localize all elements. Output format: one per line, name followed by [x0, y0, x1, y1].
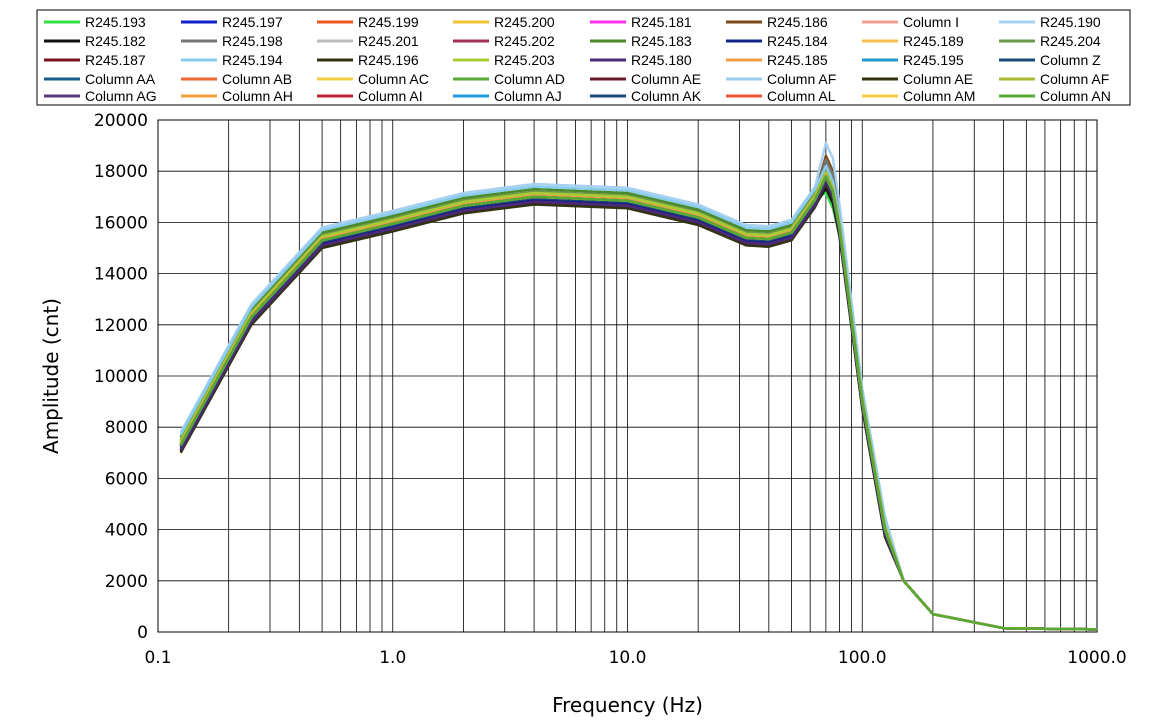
legend-label: R245.201: [358, 33, 419, 49]
legend-label: R245.204: [1040, 33, 1101, 49]
legend-label: R245.194: [222, 52, 283, 68]
legend-label: Column AM: [903, 88, 975, 104]
y-tick-label: 20000: [94, 111, 148, 131]
legend-label: Column AJ: [494, 88, 562, 104]
x-tick-label: 0.1: [144, 648, 171, 668]
x-tick-label: 1000.0: [1067, 648, 1126, 668]
legend-label: R245.195: [903, 52, 964, 68]
legend-label: R245.196: [358, 52, 419, 68]
grid: [158, 120, 1097, 632]
legend-label: R245.186: [767, 14, 828, 30]
legend-label: R245.198: [222, 33, 283, 49]
legend-label: R245.180: [631, 52, 692, 68]
y-tick-label: 0: [137, 623, 148, 643]
legend-label: Column AD: [494, 71, 565, 87]
y-tick-label: 16000: [94, 213, 148, 233]
legend-label: Column AL: [767, 88, 836, 104]
legend-label: R245.182: [85, 33, 146, 49]
legend-label: R245.193: [85, 14, 146, 30]
legend-label: Column AF: [767, 71, 836, 87]
legend-label: R245.187: [85, 52, 146, 68]
legend-label: Column I: [903, 14, 959, 30]
legend-label: R245.184: [767, 33, 828, 49]
legend-label: R245.183: [631, 33, 692, 49]
legend-label: Column Z: [1040, 52, 1101, 68]
y-tick-label: 14000: [94, 265, 148, 285]
y-tick-label: 8000: [105, 418, 148, 438]
legend-label: Column AN: [1040, 88, 1111, 104]
y-tick-label: 6000: [105, 469, 148, 489]
series-lines: [179, 141, 1098, 631]
x-tick-label: 10.0: [609, 648, 647, 668]
y-tick-label: 4000: [105, 521, 148, 541]
tick-labels: 0 2000 4000 6000 8000 10000 12000 14000 16000 180…: [94, 111, 1127, 668]
legend-label: R245.189: [903, 33, 964, 49]
legend-label: Column AK: [631, 88, 702, 104]
legend-label: R245.203: [494, 52, 555, 68]
x-axis-title: Frequency (Hz): [552, 693, 703, 717]
legend-label: R245.202: [494, 33, 555, 49]
legend-box: [36, 9, 1131, 106]
legend-label: R245.190: [1040, 14, 1101, 30]
legend-label: R245.181: [631, 14, 692, 30]
y-tick-label: 10000: [94, 367, 148, 387]
legend-label: R245.200: [494, 14, 555, 30]
legend-label: Column AH: [222, 88, 293, 104]
legend-label: R245.185: [767, 52, 828, 68]
y-axis-title: Amplitude (cnt): [39, 298, 63, 454]
y-tick-label: 2000: [105, 572, 148, 592]
legend-label: Column AF: [1040, 71, 1109, 87]
legend-label: Column AB: [222, 71, 292, 87]
x-tick-label: 1.0: [379, 648, 406, 668]
legend-label: R245.199: [358, 14, 419, 30]
legend-label: Column AA: [85, 71, 156, 87]
legend-label: Column AE: [903, 71, 973, 87]
y-tick-label: 18000: [94, 162, 148, 182]
legend-label: Column AG: [85, 88, 157, 104]
legend-label: Column AE: [631, 71, 701, 87]
y-tick-label: 12000: [94, 316, 148, 336]
x-tick-label: 100.0: [838, 648, 887, 668]
legend-label: Column AC: [358, 71, 429, 87]
legend: R245.193 R245.197 R245.199 R245.200 R245.181…: [36, 9, 1131, 106]
legend-label: R245.197: [222, 14, 283, 30]
series-line: [179, 175, 1098, 631]
legend-label: Column AI: [358, 88, 423, 104]
